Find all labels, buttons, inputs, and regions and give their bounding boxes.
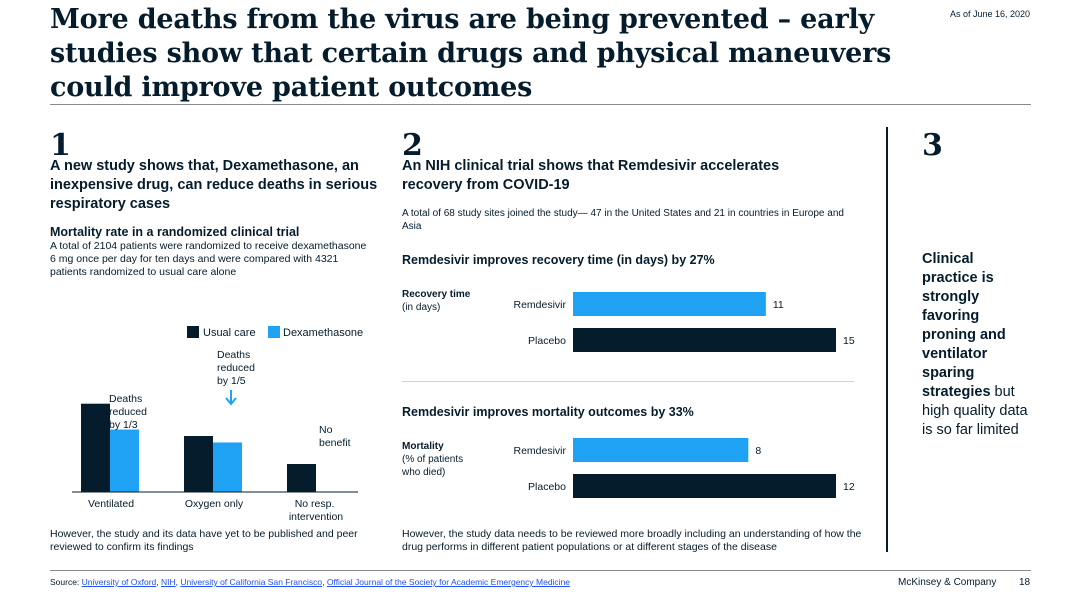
- section-2-footnote: However, the study data needs to be revi…: [402, 528, 862, 553]
- mortality-chart-ylabel: Mortality (% of patients who died): [402, 441, 464, 478]
- category-label-ventilated: Ventilated: [88, 498, 134, 510]
- page-title: More deaths from the virus are being pre…: [50, 4, 892, 103]
- value-label-remdesivir: 11: [773, 299, 784, 311]
- mortality-bars: Remdesivir 8 Placebo 12: [513, 438, 855, 498]
- arrow-down-icon: [225, 390, 237, 406]
- mortality-chart-title: Remdesivir improves mortality outcomes b…: [402, 405, 694, 419]
- source-line: Source: University of Oxford, NIH, Unive…: [50, 577, 750, 588]
- bar-label-remdesivir: Remdesivir: [513, 299, 566, 311]
- category-label-oxygen-only: Oxygen only: [185, 498, 244, 510]
- dexamethasone-bars: [81, 403, 316, 492]
- bar-placebo: [573, 474, 836, 498]
- annotation-no-benefit: No benefit: [319, 424, 351, 449]
- recovery-chart-ylabel: Recovery time (in days): [402, 289, 471, 313]
- bar-dexamethasone: [213, 442, 242, 492]
- footer-divider: [50, 570, 1031, 571]
- callout-bold: Clinical practice is strongly favoring p…: [922, 251, 1006, 400]
- legend-usual-care-swatch: [187, 326, 199, 338]
- section-2-description: A total of 68 study sites joined the stu…: [402, 208, 844, 232]
- section-1-description: A total of 2104 patients were randomized…: [50, 240, 367, 278]
- category-label-no-resp-intervention: No resp. intervention: [289, 498, 343, 523]
- annotation-ventilated: Deaths reduced by 1/3: [109, 393, 150, 431]
- source-separator: ,: [175, 577, 181, 587]
- value-label-placebo: 15: [843, 335, 855, 347]
- section-2-heading: An NIH clinical trial shows that Remdesi…: [402, 158, 780, 193]
- legend-dexamethasone-label: Dexamethasone: [283, 327, 363, 339]
- value-label-remdesivir: 8: [755, 445, 761, 457]
- source-link-ucsf[interactable]: University of California San Francisco: [180, 577, 323, 587]
- recovery-bars: Remdesivir 11 Placebo 15: [513, 292, 855, 352]
- recovery-chart-title: Remdesivir improves recovery time (in da…: [402, 253, 715, 267]
- source-link-oxford[interactable]: University of Oxford: [81, 577, 157, 587]
- annotation-oxygen-only: Deaths reduced by 1/5: [217, 349, 258, 387]
- section-1-number: 1: [50, 128, 71, 163]
- bar-dexamethasone: [110, 429, 139, 492]
- bar-usual-care: [287, 464, 316, 492]
- as-of-date: As of June 16, 2020: [949, 9, 1030, 19]
- company-name: McKinsey & Company: [898, 577, 997, 588]
- dexamethasone-chart: Usual care Dexamethasone Deaths reduced …: [72, 326, 363, 523]
- source-link-saem[interactable]: Official Journal of the Society for Acad…: [326, 577, 571, 587]
- section-2-number: 2: [402, 128, 423, 163]
- legend-usual-care-label: Usual care: [203, 327, 256, 339]
- section-3-callout: Clinical practice is strongly favoring p…: [922, 250, 1032, 440]
- source-separator: ,: [322, 577, 327, 587]
- bar-placebo: [573, 328, 836, 352]
- section-1-footnote: However, the study and its data have yet…: [50, 528, 358, 553]
- mortality-chart: Remdesivir 8 Placebo 12: [513, 438, 855, 498]
- source-link-nih[interactable]: NIH: [161, 577, 176, 587]
- bar-remdesivir: [573, 438, 749, 462]
- source-separator: ,: [156, 577, 162, 587]
- title-divider: [50, 104, 1031, 105]
- bar-label-placebo: Placebo: [528, 335, 566, 347]
- value-label-placebo: 12: [843, 481, 855, 493]
- bar-label-placebo: Placebo: [528, 481, 566, 493]
- section-1-heading: A new study shows that, Dexamethasone, a…: [50, 158, 378, 212]
- bar-usual-care: [184, 436, 213, 492]
- arrow-down-icon: [121, 436, 133, 453]
- section-1-subheading: Mortality rate in a randomized clinical …: [50, 225, 300, 239]
- bar-usual-care: [81, 403, 110, 492]
- section-3-divider: [886, 127, 888, 552]
- section-3-number: 3: [922, 128, 943, 163]
- legend-dexamethasone-swatch: [268, 326, 280, 338]
- bar-remdesivir: [573, 292, 766, 316]
- section-2-chart-divider: [402, 381, 854, 382]
- callout-rest: but high quality data is so far limited: [922, 384, 1028, 438]
- recovery-time-chart: Remdesivir 11 Placebo 15: [513, 292, 855, 352]
- source-label: Source:: [50, 577, 82, 587]
- page-number: 18: [1019, 577, 1031, 588]
- bar-label-remdesivir: Remdesivir: [513, 445, 566, 457]
